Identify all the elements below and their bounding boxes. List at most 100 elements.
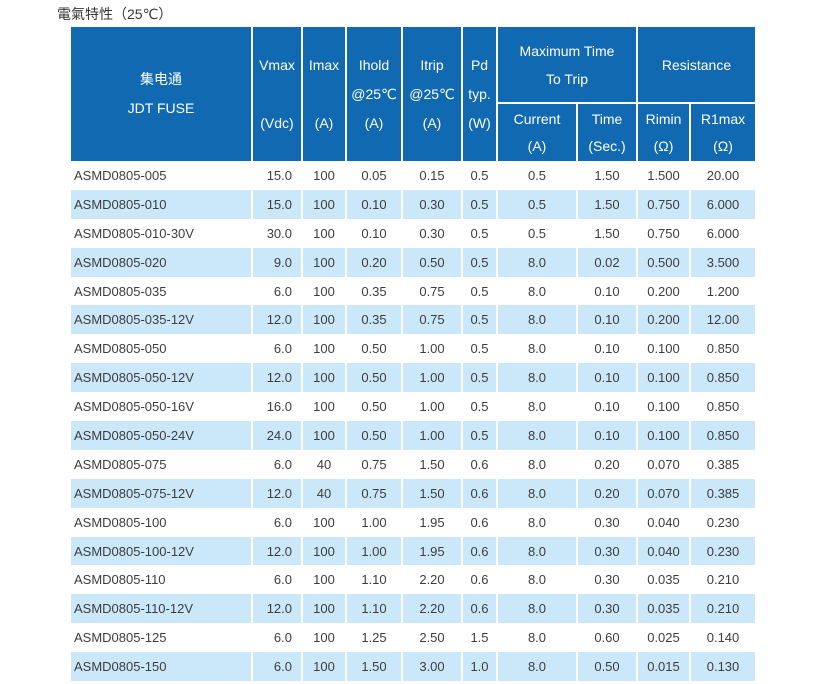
resistance-label: Resistance xyxy=(661,56,732,73)
vmax-cell: 6.0 xyxy=(253,565,303,595)
r1max-cell: 12.00 xyxy=(706,312,740,328)
model-cell: ASMD0805-035 xyxy=(71,276,253,306)
r1max-cell: 6.000 xyxy=(706,196,740,212)
vmax-cell: 24.0 xyxy=(253,421,303,450)
imax-cell: 40 xyxy=(303,478,347,508)
pd-condition: typ. xyxy=(468,85,491,102)
r1max-cell: 0.850 xyxy=(706,341,740,357)
ihold-cell: 0.75 xyxy=(347,449,403,479)
spacer xyxy=(303,80,345,109)
table-row: ASMD0805-050-24V 24.0 100 0.50 1.00 0.5 … xyxy=(71,421,756,450)
model-cell: ASMD0805-035-12V xyxy=(71,305,253,335)
header-cell-r1max: R1max (Ω) xyxy=(691,104,756,161)
current-cell: 8.0 xyxy=(498,594,578,624)
header-cell-vmax: Vmax (Vdc) xyxy=(253,27,303,161)
ihold-cell: 0.35 xyxy=(347,276,403,306)
ihold-cell: 0.10 xyxy=(347,218,403,248)
vmax-cell: 12.0 xyxy=(253,363,303,393)
pd-cell: 0.5 xyxy=(463,421,498,450)
vmax-cell: 6.0 xyxy=(253,623,303,653)
table-row: ASMD0805-050 6.0 100 0.50 1.00 0.5 8.0 0… xyxy=(71,334,755,364)
ihold-cell: 0.05 xyxy=(347,161,403,190)
rimin-cell: 0.500 xyxy=(638,247,691,277)
itrip-cell: 1.50 xyxy=(403,449,463,479)
time-cell: 0.10 xyxy=(578,305,638,335)
model-cell: ASMD0805-110-12V xyxy=(71,594,253,624)
r1max-cell: 0.850 xyxy=(706,370,740,386)
imax-cell: 100 xyxy=(303,392,347,422)
imax-cell: 100 xyxy=(303,565,347,595)
header-cell-rimin: Rimin (Ω) xyxy=(638,104,691,161)
r1max-cell: 0.230 xyxy=(706,514,740,530)
pd-unit: (W) xyxy=(468,114,491,131)
rimin-cell: 1.500 xyxy=(638,161,691,190)
table-body: ASMD0805-005 15.0 100 0.05 0.15 0.5 0.5 … xyxy=(71,161,756,682)
model-cell: ASMD0805-050 xyxy=(71,334,253,364)
imax-cell: 100 xyxy=(303,594,347,624)
pd-cell: 1.5 xyxy=(463,623,498,653)
current-cell: 8.0 xyxy=(498,392,578,422)
time-cell: 0.10 xyxy=(578,363,638,393)
pd-cell: 0.6 xyxy=(463,478,498,508)
itrip-cell: 1.95 xyxy=(403,507,463,537)
r1max-cell: 0.230 xyxy=(706,543,740,559)
pd-cell: 0.6 xyxy=(463,449,498,479)
itrip-cell: 0.75 xyxy=(403,305,463,335)
header-group-resistance: Resistance xyxy=(638,27,756,104)
model-cell: ASMD0805-100-12V xyxy=(71,536,253,566)
vmax-cell: 12.0 xyxy=(253,536,303,566)
ihold-cell: 1.00 xyxy=(347,536,403,566)
time-cell: 0.02 xyxy=(578,247,638,277)
rimin-cell: 0.070 xyxy=(638,449,691,479)
rimin-cell: 0.035 xyxy=(638,594,691,624)
model-cell: ASMD0805-020 xyxy=(71,247,253,277)
rimin-cell: 0.100 xyxy=(638,392,691,422)
model-cell: ASMD0805-005 xyxy=(71,161,253,190)
ihold-cell: 1.00 xyxy=(347,507,403,537)
time-cell: 0.20 xyxy=(578,449,638,479)
pd-cell: 0.5 xyxy=(463,247,498,277)
rimin-cell: 0.015 xyxy=(638,652,691,682)
current-cell: 8.0 xyxy=(498,565,578,595)
vmax-cell: 12.0 xyxy=(253,478,303,508)
r1max-cell: 3.500 xyxy=(706,254,740,270)
r1max-cell: 0.385 xyxy=(706,456,740,472)
ihold-cell: 0.50 xyxy=(347,421,403,450)
current-cell: 8.0 xyxy=(498,652,578,682)
table-row: ASMD0805-035 6.0 100 0.35 0.75 0.5 8.0 0… xyxy=(71,276,755,306)
max-time-line2: To Trip xyxy=(545,70,588,87)
r1max-label: R1max xyxy=(700,110,746,127)
rimin-cell: 0.100 xyxy=(638,334,691,364)
itrip-cell: 1.00 xyxy=(403,363,463,393)
itrip-cell: 0.75 xyxy=(403,276,463,306)
ihold-cell: 0.35 xyxy=(347,305,403,335)
time-cell: 0.20 xyxy=(578,478,638,508)
spec-table: 集电通 JDT FUSE Vmax (Vdc) Imax (A) Ihold @… xyxy=(71,27,756,682)
brand-subname: JDT FUSE xyxy=(127,100,195,116)
current-cell: 8.0 xyxy=(498,247,578,277)
vmax-cell: 15.0 xyxy=(253,161,303,190)
ihold-cell: 1.10 xyxy=(347,594,403,624)
vmax-cell: 16.0 xyxy=(253,392,303,422)
r1max-cell: 1.200 xyxy=(706,283,740,299)
vmax-cell: 12.0 xyxy=(253,305,303,335)
pd-cell: 0.6 xyxy=(463,536,498,566)
vmax-cell: 30.0 xyxy=(253,218,303,248)
model-cell: ASMD0805-050-24V xyxy=(71,421,253,450)
model-cell: ASMD0805-075-12V xyxy=(71,478,253,508)
table-header: 集电通 JDT FUSE Vmax (Vdc) Imax (A) Ihold @… xyxy=(71,27,756,161)
time-cell: 0.30 xyxy=(578,507,638,537)
current-cell: 8.0 xyxy=(498,363,578,393)
itrip-cell: 1.00 xyxy=(403,421,463,450)
itrip-cell: 3.00 xyxy=(403,652,463,682)
pd-cell: 0.5 xyxy=(463,334,498,364)
ihold-condition: @25℃ xyxy=(351,85,397,102)
current-cell: 8.0 xyxy=(498,334,578,364)
ihold-cell: 1.25 xyxy=(347,623,403,653)
table-row: ASMD0805-110 6.0 100 1.10 2.20 0.6 8.0 0… xyxy=(71,565,755,595)
current-label: Current xyxy=(513,110,561,127)
ihold-cell: 0.75 xyxy=(347,478,403,508)
pd-cell: 0.5 xyxy=(463,276,498,306)
header-cell-imax: Imax (A) xyxy=(303,27,347,161)
table-row: ASMD0805-100 6.0 100 1.00 1.95 0.6 8.0 0… xyxy=(71,507,755,537)
